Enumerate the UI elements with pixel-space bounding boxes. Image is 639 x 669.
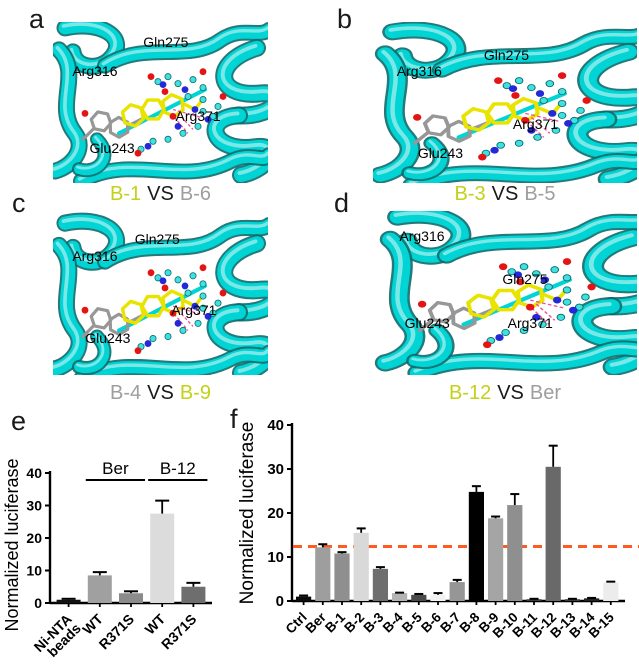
bar-b-8 bbox=[468, 491, 484, 601]
residue-label-arg316: Arg316 bbox=[396, 62, 442, 79]
caption-vs: VS bbox=[497, 382, 524, 404]
caption-panel-d: B-12 VS Ber bbox=[373, 382, 637, 404]
bar-b-6 bbox=[430, 594, 446, 601]
y-tick-label: 30 bbox=[267, 461, 284, 478]
bar-b-14 bbox=[584, 598, 600, 601]
bar-ber bbox=[315, 547, 331, 601]
y-axis-label: Normalized luciferase bbox=[2, 458, 22, 631]
protein-ribbon-art bbox=[373, 22, 637, 183]
y-tick-label: 20 bbox=[26, 530, 42, 546]
caption-ligand-left: B-1 bbox=[110, 183, 142, 205]
group-label: Ber bbox=[102, 459, 129, 478]
bar-r371s bbox=[119, 593, 143, 603]
panel-letter-d: d bbox=[334, 188, 350, 218]
bar-b-10 bbox=[507, 505, 523, 601]
residue-label-gln275: Gln275 bbox=[483, 46, 530, 63]
panel-letter-b: b bbox=[337, 4, 353, 34]
caption-ligand-left: B-3 bbox=[454, 183, 486, 205]
bar-b-13 bbox=[564, 599, 580, 601]
panel-letter-e: e bbox=[11, 406, 27, 436]
molecular-structure-b: Gln275 Arg316 Arg371 Glu243 bbox=[373, 22, 637, 183]
bar-b-5 bbox=[411, 594, 427, 601]
caption-ligand-left: B-4 bbox=[110, 382, 142, 404]
residue-label-gln275: Gln275 bbox=[502, 270, 548, 287]
protein-ribbon-art bbox=[53, 212, 268, 375]
molecular-structure-a: Gln275 Arg316 Arg371 Glu243 bbox=[53, 22, 268, 183]
panel-letter-c: c bbox=[12, 188, 26, 218]
residue-label-gln275: Gln275 bbox=[134, 231, 180, 248]
residue-label-arg316: Arg316 bbox=[72, 247, 118, 264]
caption-panel-c: B-4 VS B-9 bbox=[53, 382, 268, 404]
residue-label-arg316: Arg316 bbox=[72, 62, 118, 79]
residue-label-glu243: Glu243 bbox=[89, 140, 135, 157]
residue-label-arg371: Arg371 bbox=[171, 301, 217, 318]
residue-label-arg316: Arg316 bbox=[399, 228, 445, 245]
bar-b-9 bbox=[488, 518, 504, 601]
residue-label-glu243: Glu243 bbox=[404, 314, 450, 331]
residue-label-arg371: Arg371 bbox=[512, 115, 559, 132]
bar-b-1 bbox=[334, 553, 350, 601]
y-tick-label: 10 bbox=[267, 549, 284, 566]
caption-ligand-right: B-9 bbox=[179, 382, 211, 404]
panel-letter-a: a bbox=[29, 4, 45, 34]
bar-b-7 bbox=[449, 582, 465, 601]
x-tick-label: Ni-NTAbeads bbox=[31, 611, 84, 664]
caption-ligand-right: Ber bbox=[529, 382, 562, 404]
y-tick-label: 0 bbox=[276, 593, 284, 610]
caption-vs: VS bbox=[491, 183, 519, 205]
group-label: B-12 bbox=[160, 459, 196, 478]
bar-b-2 bbox=[353, 532, 369, 601]
caption-vs: VS bbox=[147, 183, 174, 205]
bar-r371s bbox=[181, 586, 206, 603]
y-tick-label: 10 bbox=[26, 563, 42, 579]
y-tick-label: 20 bbox=[267, 505, 284, 522]
x-tick-label: R371S bbox=[96, 611, 138, 653]
molecular-structure-d: Arg316 Gln275 Glu243 Arg371 bbox=[373, 211, 637, 375]
y-tick-label: 40 bbox=[267, 417, 284, 434]
residue-label-glu243: Glu243 bbox=[85, 329, 131, 346]
bar-wt bbox=[87, 575, 112, 603]
bar-ctrl bbox=[296, 596, 312, 601]
caption-ligand-left: B-12 bbox=[448, 382, 492, 404]
bar-b-3 bbox=[372, 568, 388, 601]
caption-panel-a: B-1 VS B-6 bbox=[53, 183, 268, 205]
bar-b-11 bbox=[526, 599, 542, 601]
caption-ligand-right: B-5 bbox=[524, 183, 556, 205]
y-axis-label: Normalized luciferase bbox=[237, 422, 258, 605]
bar-b-15 bbox=[603, 582, 619, 601]
protein-ribbon-art bbox=[374, 211, 637, 375]
caption-ligand-right: B-6 bbox=[179, 183, 211, 205]
bar-ni-nta-beads bbox=[56, 599, 81, 603]
residue-label-arg371: Arg371 bbox=[175, 107, 221, 124]
bar-b-12 bbox=[545, 466, 561, 601]
panel-letter-f: f bbox=[230, 404, 238, 434]
bar-b-4 bbox=[392, 593, 408, 601]
residue-label-glu243: Glu243 bbox=[417, 144, 464, 161]
residue-label-gln275: Gln275 bbox=[143, 33, 189, 50]
x-tick-label: R371S bbox=[158, 611, 200, 653]
caption-vs: VS bbox=[147, 382, 174, 404]
residue-label-arg371: Arg371 bbox=[507, 314, 553, 331]
y-tick-label: 30 bbox=[26, 498, 42, 514]
caption-panel-b: B-3 VS B-5 bbox=[373, 183, 637, 205]
y-tick-label: 40 bbox=[26, 465, 42, 481]
y-tick-label: 0 bbox=[34, 595, 42, 611]
molecular-structure-c: Gln275 Arg316 Arg371 Glu243 bbox=[53, 211, 268, 375]
protein-ribbon-art bbox=[53, 22, 268, 183]
bar-wt bbox=[150, 513, 175, 603]
